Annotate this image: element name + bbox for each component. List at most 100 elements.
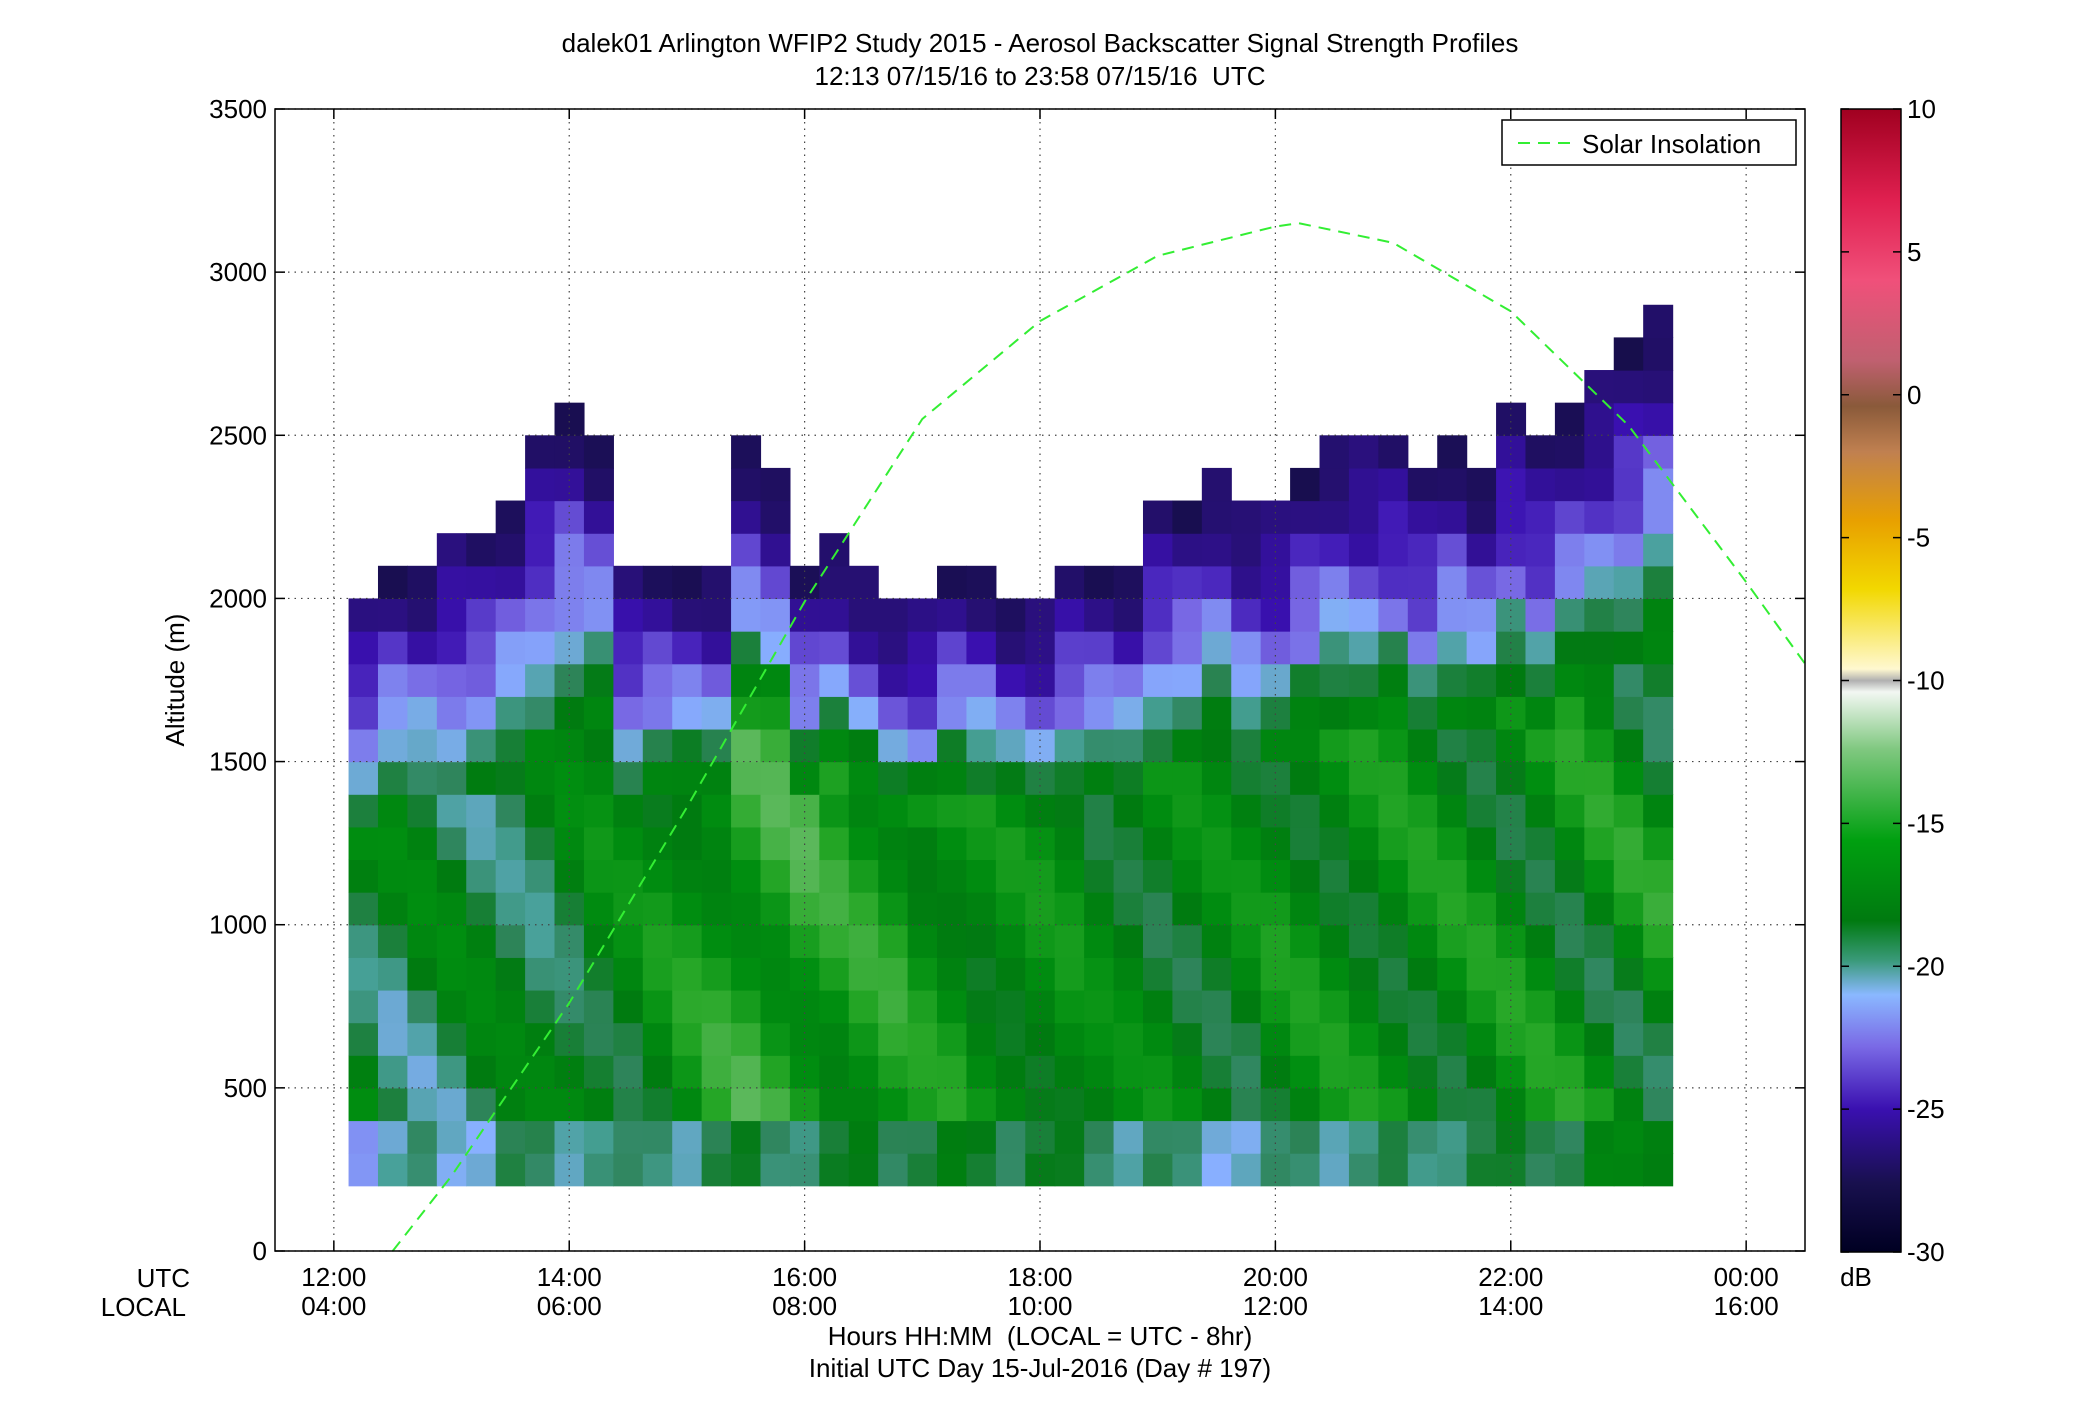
- heatmap-cell: [583, 1153, 614, 1187]
- heatmap-cell: [1643, 1120, 1674, 1154]
- heatmap-cell: [1378, 761, 1409, 795]
- heatmap-cell: [583, 957, 614, 991]
- heatmap-cell: [1084, 663, 1115, 697]
- heatmap-cell: [1643, 565, 1674, 600]
- heatmap-cell: [525, 826, 556, 861]
- heatmap-cell: [583, 565, 614, 600]
- heatmap-cell: [1554, 467, 1585, 502]
- heatmap-cell: [583, 859, 614, 893]
- heatmap-cell: [672, 663, 703, 697]
- heatmap-cell: [1378, 631, 1409, 665]
- heatmap-cell: [1054, 794, 1085, 828]
- heatmap-cell: [1231, 1120, 1262, 1154]
- colorbar-tick-label: -20: [1907, 951, 1945, 981]
- heatmap-cell: [377, 1087, 408, 1122]
- heatmap-cell: [1613, 1055, 1644, 1089]
- heatmap-cell: [583, 631, 614, 665]
- heatmap-cell: [701, 859, 732, 893]
- heatmap-cell: [407, 924, 438, 958]
- heatmap-cell: [848, 924, 879, 958]
- heatmap-cell: [1201, 924, 1232, 958]
- heatmap-cell: [1643, 728, 1674, 763]
- heatmap-cell: [1172, 728, 1203, 763]
- heatmap-cell: [436, 794, 467, 828]
- x-tick-label-utc: 12:00: [301, 1262, 366, 1292]
- heatmap-cell: [1084, 924, 1115, 958]
- heatmap-cell: [1407, 1153, 1438, 1187]
- heatmap-cell: [1643, 989, 1674, 1024]
- heatmap-cell: [436, 1153, 467, 1187]
- heatmap-cell: [937, 989, 968, 1024]
- heatmap-cell: [525, 1087, 556, 1122]
- heatmap-cell: [1290, 728, 1321, 763]
- heatmap-cell: [348, 696, 379, 730]
- heatmap-cell: [1643, 826, 1674, 861]
- heatmap-cell: [466, 565, 497, 600]
- heatmap-cell: [1113, 1055, 1144, 1089]
- heatmap-cell: [1319, 533, 1350, 567]
- heatmap-cell: [466, 631, 497, 665]
- colorbar-tick-label: 0: [1907, 380, 1921, 410]
- heatmap-cell: [731, 500, 762, 534]
- heatmap-cell: [1084, 794, 1115, 828]
- heatmap-cell: [1290, 533, 1321, 567]
- heatmap-cell: [1525, 957, 1556, 991]
- heatmap-cell: [1290, 892, 1321, 926]
- heatmap-cell: [436, 728, 467, 763]
- heatmap-cell: [1466, 1087, 1497, 1122]
- colorbar: -30 -25 -20 -15 -10 -5 0 5 10 dB: [1840, 94, 1944, 1292]
- heatmap-cell: [495, 598, 526, 632]
- legend-box: [1501, 119, 1797, 166]
- heatmap-cell: [1231, 1022, 1262, 1056]
- heatmap-cell: [1584, 663, 1615, 697]
- heatmap-cell: [466, 1153, 497, 1187]
- heatmap: [348, 304, 1674, 1187]
- heatmap-cell: [1554, 565, 1585, 600]
- heatmap-cell: [1201, 1153, 1232, 1187]
- heatmap-cell: [1290, 957, 1321, 991]
- heatmap-cell: [848, 1120, 879, 1154]
- heatmap-cell: [1172, 957, 1203, 991]
- heatmap-cell: [495, 826, 526, 861]
- x-axis-label-day: Initial UTC Day 15-Jul-2016 (Day # 197): [809, 1353, 1271, 1383]
- heatmap-cell: [966, 631, 997, 665]
- heatmap-cell: [701, 1055, 732, 1089]
- heatmap-cell: [1643, 598, 1674, 632]
- heatmap-cell: [1113, 728, 1144, 763]
- heatmap-cell: [1525, 1087, 1556, 1122]
- heatmap-cell: [1466, 631, 1497, 665]
- heatmap-cell: [1554, 957, 1585, 991]
- heatmap-cell: [1466, 957, 1497, 991]
- heatmap-cell: [1554, 402, 1585, 436]
- heatmap-cell: [1290, 598, 1321, 632]
- colorbar-gradient: [1840, 108, 1902, 1253]
- heatmap-cell: [819, 794, 850, 828]
- heatmap-cell: [672, 794, 703, 828]
- heatmap-cell: [1084, 1087, 1115, 1122]
- heatmap-cell: [995, 598, 1026, 632]
- heatmap-cell: [1437, 1022, 1468, 1056]
- heatmap-cell: [760, 533, 791, 567]
- heatmap-cell: [466, 1055, 497, 1089]
- heatmap-cell: [937, 1153, 968, 1187]
- heatmap-cell: [1348, 794, 1379, 828]
- heatmap-cell: [966, 696, 997, 730]
- heatmap-cell: [1643, 500, 1674, 534]
- heatmap-cell: [966, 957, 997, 991]
- heatmap-cell: [937, 794, 968, 828]
- heatmap-cell: [819, 631, 850, 665]
- heatmap-cell: [1084, 859, 1115, 893]
- heatmap-cell: [377, 826, 408, 861]
- colorbar-ticks: -30 -25 -20 -15 -10 -5 0 5 10: [1841, 94, 1945, 1267]
- heatmap-cell: [1231, 1055, 1262, 1089]
- heatmap-cell: [583, 598, 614, 632]
- heatmap-cell: [1613, 1153, 1644, 1187]
- heatmap-cell: [937, 1120, 968, 1154]
- heatmap-cell: [613, 565, 644, 600]
- heatmap-cell: [1290, 1055, 1321, 1089]
- heatmap-cell: [583, 761, 614, 795]
- heatmap-cell: [966, 826, 997, 861]
- heatmap-cell: [642, 598, 673, 632]
- heatmap-cell: [966, 859, 997, 893]
- heatmap-cell: [1084, 565, 1115, 600]
